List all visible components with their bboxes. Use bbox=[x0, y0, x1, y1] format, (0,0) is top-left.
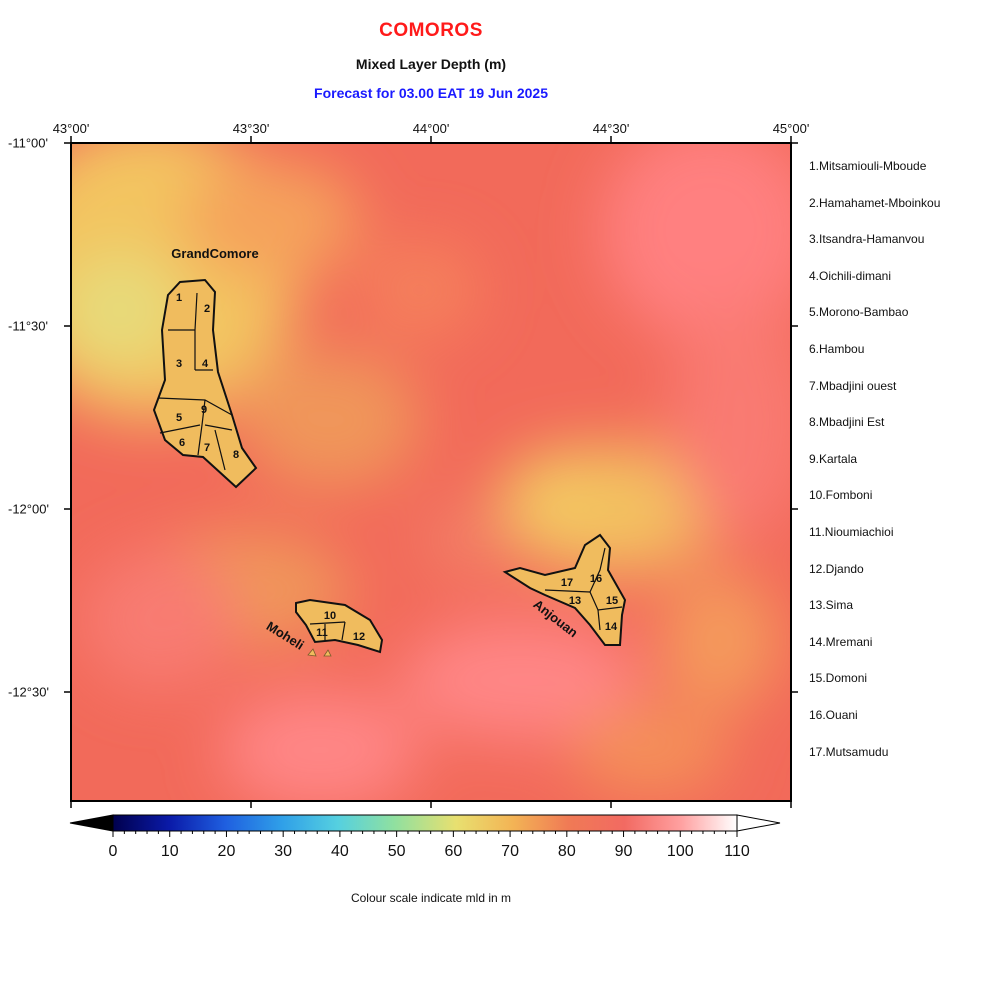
region-number: 14 bbox=[605, 621, 618, 633]
legend-region-item: 10.Fomboni bbox=[809, 488, 873, 503]
colorbar-min-arrow bbox=[69, 814, 114, 832]
lon-label: 44°00' bbox=[412, 121, 450, 136]
colorbar-caption: Colour scale indicate mld in m bbox=[350, 891, 512, 905]
colorbar-tick-label: 10 bbox=[160, 843, 179, 860]
colorbar-tick-label: 110 bbox=[724, 843, 750, 860]
region-number: 5 bbox=[176, 412, 182, 424]
lat-label: -12°00' bbox=[8, 501, 49, 517]
lat-label: -12°30' bbox=[8, 684, 49, 700]
region-number: 1 bbox=[176, 292, 182, 304]
colorbar-tick-label: 40 bbox=[331, 843, 349, 860]
legend-region-item: 4.Oichili-dimani bbox=[809, 268, 892, 283]
anjouan-island bbox=[502, 533, 627, 646]
mld-field bbox=[71, 143, 791, 801]
region-number: 17 bbox=[561, 577, 573, 589]
colorbar-tick-label: 50 bbox=[387, 843, 406, 860]
colorbar-tick-label: 30 bbox=[274, 843, 293, 860]
lat-label: -11°30' bbox=[8, 318, 48, 334]
colorbar-tick-label: 100 bbox=[666, 843, 694, 860]
legend-region-item: 15.Domoni bbox=[809, 671, 868, 686]
lon-label: 43°30' bbox=[232, 121, 270, 136]
region-number: 11 bbox=[316, 627, 328, 639]
moheli-island bbox=[295, 598, 384, 657]
colorbar-tick-label: 60 bbox=[444, 843, 463, 860]
legend-region-item: 14.Mremani bbox=[809, 634, 873, 649]
colorbar-tick-label: 80 bbox=[557, 843, 576, 860]
region-number: 16 bbox=[590, 573, 602, 585]
lon-label: 43°00' bbox=[52, 121, 90, 136]
legend-region-item: 11.Nioumiachioi bbox=[809, 525, 894, 539]
colorbar-ramp bbox=[112, 814, 738, 832]
legend-region-item: 2.Hamahamet-Mboinkou bbox=[809, 195, 941, 210]
colorbar-tick-label: 0 bbox=[108, 843, 118, 860]
colorbar-max-arrow bbox=[736, 814, 781, 832]
region-number: 7 bbox=[204, 442, 210, 454]
colorbar-tick-label: 70 bbox=[501, 843, 519, 860]
grand-comore-island bbox=[152, 278, 258, 489]
region-number: 8 bbox=[233, 449, 239, 461]
forecast-time: Forecast for 03.00 EAT 19 Jun 2025 bbox=[314, 85, 548, 101]
legend-region-item: 8.Mbadjini Est bbox=[809, 415, 885, 430]
legend-region-item: 1.Mitsamiouli-Mboude bbox=[809, 159, 927, 173]
region-number: 15 bbox=[606, 595, 618, 607]
region-number: 6 bbox=[179, 437, 185, 449]
colorbar-tick-label: 90 bbox=[614, 843, 633, 860]
region-number: 2 bbox=[204, 303, 210, 315]
region-number: 9 bbox=[201, 404, 207, 416]
lon-label: 44°30' bbox=[592, 121, 630, 136]
lat-label: -11°00' bbox=[8, 135, 48, 151]
legend-region-item: 3.Itsandra-Hamanvou bbox=[809, 232, 925, 247]
map-title: COMOROS bbox=[379, 20, 483, 41]
legend-region-item: 5.Morono-Bambao bbox=[809, 305, 909, 320]
region-number: 10 bbox=[324, 610, 336, 622]
grand-comore-label: GrandComore bbox=[171, 246, 258, 261]
legend-region-item: 9.Kartala bbox=[809, 451, 858, 466]
legend-region-item: 12.Djando bbox=[809, 561, 864, 576]
colorbar bbox=[69, 814, 781, 837]
region-number: 4 bbox=[202, 358, 209, 370]
lon-label: 45°00' bbox=[772, 121, 810, 136]
legend-region-item: 17.Mutsamudu bbox=[809, 744, 889, 759]
colorbar-tick-label: 20 bbox=[217, 843, 236, 860]
legend-region-item: 6.Hambou bbox=[809, 342, 865, 356]
region-number: 12 bbox=[353, 631, 365, 643]
region-number: 3 bbox=[176, 358, 182, 370]
legend-region-item: 7.Mbadjini ouest bbox=[809, 378, 897, 393]
region-number: 13 bbox=[569, 595, 581, 607]
map-subtitle: Mixed Layer Depth (m) bbox=[355, 56, 507, 72]
map-ticks bbox=[64, 136, 798, 808]
legend-region-item: 13.Sima bbox=[809, 598, 854, 613]
legend-region-item: 16.Ouani bbox=[809, 708, 858, 722]
